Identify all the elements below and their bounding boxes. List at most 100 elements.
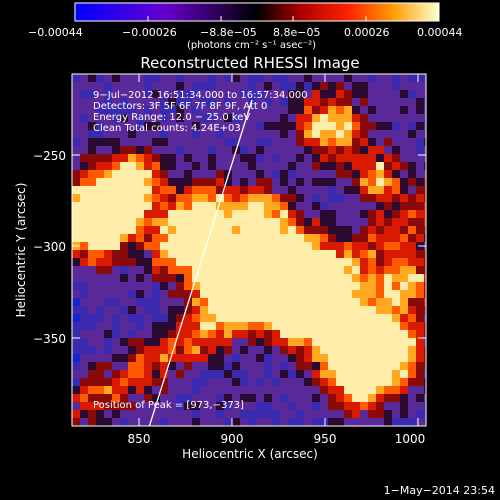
image-pixel [232,314,240,322]
image-pixel [232,226,240,234]
image-pixel [192,74,200,82]
image-pixel [344,210,352,218]
image-pixel [376,186,384,194]
image-pixel [72,370,80,378]
image-pixel [272,378,280,386]
image-pixel [304,298,312,306]
image-pixel [208,98,216,106]
image-pixel [72,394,80,402]
image-pixel [280,394,288,402]
image-pixel [176,386,184,394]
image-pixel [72,346,80,354]
image-pixel [352,346,360,354]
image-pixel [344,298,352,306]
image-pixel [368,402,376,410]
image-pixel [360,314,368,322]
image-pixel [184,226,192,234]
image-pixel [248,338,256,346]
image-pixel [368,114,376,122]
image-pixel [280,178,288,186]
image-pixel [80,186,88,194]
image-pixel [136,282,144,290]
image-pixel [240,330,248,338]
image-pixel [192,386,200,394]
image-pixel [160,178,168,186]
image-pixel [224,122,232,130]
image-pixel [280,258,288,266]
image-pixel [72,266,80,274]
image-pixel [392,122,400,130]
image-pixel [392,338,400,346]
image-pixel [128,250,136,258]
image-pixel [304,74,312,82]
image-pixel [248,370,256,378]
image-pixel [264,234,272,242]
image-pixel [264,378,272,386]
image-pixel [240,282,248,290]
image-pixel [224,178,232,186]
image-pixel [168,138,176,146]
image-pixel [136,98,144,106]
image-pixel [312,202,320,210]
image-pixel [360,162,368,170]
image-pixel [360,154,368,162]
image-pixel [104,266,112,274]
image-pixel [368,306,376,314]
image-pixel [344,402,352,410]
image-pixel [72,418,80,426]
image-pixel [272,370,280,378]
image-pixel [304,322,312,330]
image-pixel [376,322,384,330]
image-pixel [392,330,400,338]
image-pixel [184,82,192,90]
image-pixel [168,338,176,346]
image-pixel [296,378,304,386]
image-pixel [256,194,264,202]
footer-date: 1−May−2014 23:54 [384,484,495,497]
image-pixel [136,266,144,274]
image-pixel [360,338,368,346]
image-pixel [240,218,248,226]
image-pixel [88,338,96,346]
image-pixel [216,394,224,402]
image-pixel [304,242,312,250]
image-pixel [136,314,144,322]
image-pixel [192,418,200,426]
image-pixel [104,410,112,418]
image-pixel [176,242,184,250]
image-pixel [320,378,328,386]
colorbar [74,2,440,22]
image-pixel [128,338,136,346]
image-pixel [152,314,160,322]
image-pixel [288,370,296,378]
image-pixel [72,130,80,138]
image-pixel [96,218,104,226]
image-pixel [296,106,304,114]
image-pixel [368,258,376,266]
colorbar-tick-label: −8.8e−05 [200,26,257,39]
image-pixel [112,266,120,274]
image-pixel [168,322,176,330]
image-pixel [152,394,160,402]
image-pixel [304,274,312,282]
image-pixel [240,194,248,202]
image-pixel [264,362,272,370]
image-pixel [200,162,208,170]
image-pixel [184,146,192,154]
image-pixel [160,186,168,194]
image-pixel [312,402,320,410]
image-pixel [232,178,240,186]
image-pixel [144,122,152,130]
image-pixel [120,170,128,178]
image-pixel [336,274,344,282]
image-pixel [344,202,352,210]
image-pixel [296,370,304,378]
image-pixel [280,418,288,426]
image-pixel [288,242,296,250]
image-pixel [144,170,152,178]
image-pixel [320,402,328,410]
image-pixel [248,122,256,130]
image-pixel [360,82,368,90]
image-pixel [264,82,272,90]
image-pixel [144,178,152,186]
